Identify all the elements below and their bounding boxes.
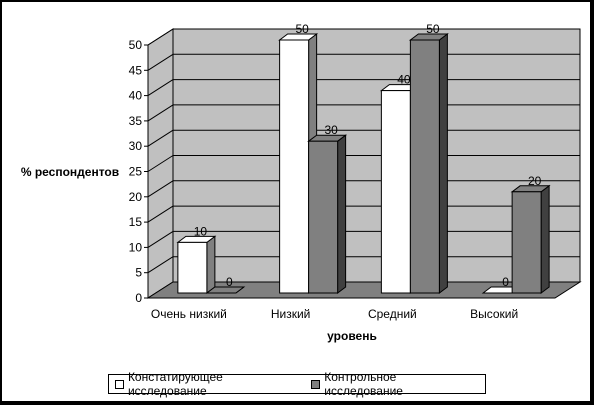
x-tick-label: Очень низкий bbox=[151, 307, 227, 321]
gridline-side bbox=[147, 155, 174, 172]
legend-item-series-1: Констатирующее исследование bbox=[115, 370, 303, 398]
gridline-side bbox=[147, 79, 174, 97]
legend-label-series-1: Констатирующее исследование bbox=[127, 370, 223, 398]
bar-side bbox=[337, 134, 347, 294]
gridline-side bbox=[147, 53, 174, 71]
bar bbox=[409, 39, 440, 294]
x-tick-label: Средний bbox=[368, 307, 417, 321]
bar bbox=[511, 191, 542, 294]
y-tick-label: 45 bbox=[129, 63, 143, 77]
bar bbox=[177, 241, 208, 294]
y-tick-label: 0 bbox=[135, 291, 142, 305]
legend-swatch-series-1 bbox=[115, 379, 124, 389]
data-label: 20 bbox=[528, 174, 542, 188]
y-tick-label: 15 bbox=[129, 215, 143, 229]
y-tick-label: 25 bbox=[129, 165, 143, 179]
data-label: 50 bbox=[426, 22, 440, 36]
bar bbox=[380, 90, 411, 294]
x-tick-label: Высокий bbox=[470, 307, 518, 321]
x-axis-label: уровень bbox=[327, 329, 377, 343]
y-tick-label: 50 bbox=[129, 38, 143, 52]
bar-top bbox=[205, 286, 246, 294]
x-tick-label: Низкий bbox=[271, 307, 311, 321]
legend-item-series-2: Контрольное исследование bbox=[311, 370, 477, 398]
bar-side bbox=[206, 235, 216, 294]
y-tick-label: 10 bbox=[129, 240, 143, 254]
gridline-side bbox=[147, 28, 174, 46]
gridline-side bbox=[147, 180, 174, 198]
gridline-side bbox=[147, 256, 174, 274]
data-label: 0 bbox=[502, 275, 509, 289]
legend-label-series-2: Контрольное исследование bbox=[324, 370, 403, 398]
legend-swatch-series-2 bbox=[311, 379, 321, 389]
y-tick-label: 5 bbox=[135, 266, 142, 280]
data-label: 40 bbox=[397, 73, 411, 87]
data-label: 50 bbox=[295, 22, 309, 36]
data-label: 0 bbox=[226, 275, 233, 289]
gridline-side bbox=[147, 230, 174, 248]
bar bbox=[308, 140, 339, 294]
bar-side bbox=[438, 33, 448, 294]
gridline-side bbox=[147, 104, 174, 122]
data-label: 30 bbox=[324, 123, 338, 137]
floor bbox=[146, 281, 582, 299]
bar bbox=[279, 39, 310, 294]
gridline-side bbox=[147, 205, 174, 223]
bar-side bbox=[540, 184, 550, 294]
y-tick-label: 40 bbox=[129, 89, 143, 103]
y-tick-label: 30 bbox=[129, 139, 143, 153]
y-axis-label: % респондентов bbox=[21, 165, 119, 179]
y-tick-label: 35 bbox=[129, 114, 143, 128]
data-label: 10 bbox=[194, 224, 208, 238]
gridline-side bbox=[147, 129, 174, 147]
legend: Констатирующее исследование Контрольное … bbox=[108, 370, 486, 398]
y-tick-label: 20 bbox=[129, 190, 143, 204]
